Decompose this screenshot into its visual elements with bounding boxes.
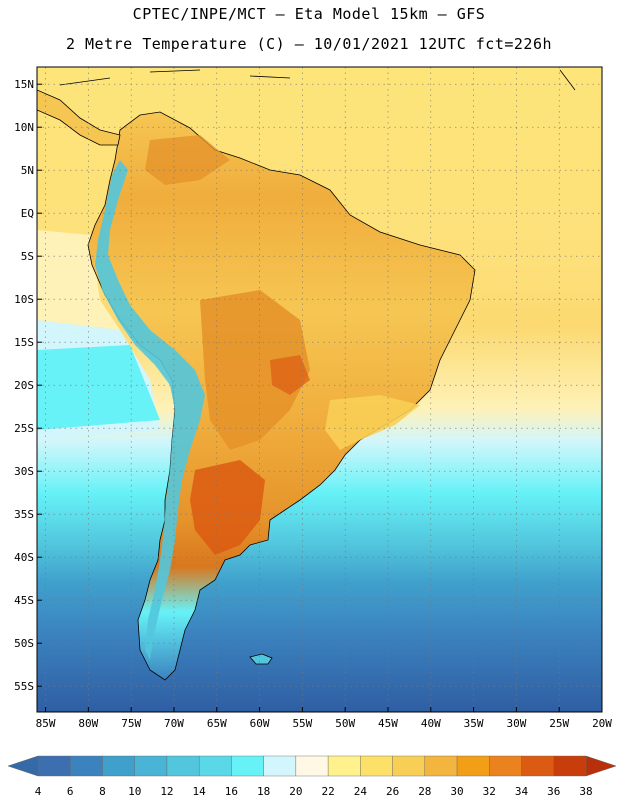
title-line-2: 2 Metre Temperature (C) – 10/01/2021 12U… — [65, 35, 553, 53]
lon-label: 25W — [549, 717, 569, 730]
map-frame — [36, 66, 603, 713]
graticule — [37, 67, 602, 712]
lon-label: 20W — [592, 717, 612, 730]
lat-label: 50S — [14, 637, 34, 650]
lat-label: 5S — [21, 250, 34, 263]
colorbar-swatch — [489, 755, 522, 777]
colorbar-level-label: 14 — [193, 785, 207, 798]
lon-label: 35W — [464, 717, 484, 730]
central-argentina-hot-region — [190, 460, 265, 555]
colorbar-level-label: 30 — [450, 785, 463, 798]
colorbar: 4 6 8 10 12 14 16 18 20 22 24 26 28 30 32 34 36 38 — [7, 755, 617, 798]
falkland-islands — [249, 653, 273, 665]
colorbar-swatch — [198, 755, 232, 777]
colorbar-swatch — [456, 755, 490, 777]
lon-label: 30W — [506, 717, 526, 730]
lat-label: 10S — [14, 293, 34, 306]
colorbar-level-label: 12 — [160, 785, 173, 798]
title-line-1: CPTEC/INPE/MCT – Eta Model 15km – GFS — [132, 5, 486, 23]
lon-label: 50W — [335, 717, 355, 730]
lon-label: 40W — [421, 717, 441, 730]
lat-label: 30S — [14, 465, 34, 478]
colorbar-swatch — [521, 755, 554, 777]
colorbar-swatch — [37, 755, 71, 777]
colorbar-swatch — [263, 755, 297, 777]
lon-label: 55W — [292, 717, 312, 730]
lat-label: 15S — [14, 336, 34, 349]
colorbar-level-label: 38 — [579, 785, 592, 798]
andes-cool-strip — [95, 160, 205, 660]
colorbar-low-arrow — [7, 755, 39, 777]
colorbar-swatch — [70, 755, 103, 777]
interior-hot-region — [200, 290, 310, 450]
caribbean-islands — [59, 69, 576, 91]
colorbar-swatch — [327, 755, 361, 777]
lon-label: 45W — [378, 717, 398, 730]
colorbar-swatch — [231, 755, 264, 777]
lat-label: 45S — [14, 594, 34, 607]
pacific-cool-tongue — [37, 230, 120, 330]
lon-label: 80W — [78, 717, 98, 730]
lat-label: 5N — [21, 164, 34, 177]
lat-label: 35S — [14, 508, 34, 521]
lon-label: 85W — [36, 717, 56, 730]
colorbar-swatch — [392, 755, 426, 777]
colorbar-level-label: 24 — [354, 785, 368, 798]
colorbar-level-label: 4 — [35, 785, 42, 798]
colorbar-level-label: 34 — [515, 785, 529, 798]
colorbar-high-arrow — [585, 755, 617, 777]
colorbar-level-label: 28 — [418, 785, 431, 798]
colorbar-level-label: 36 — [547, 785, 560, 798]
pacific-cool-tongue-3 — [37, 345, 160, 430]
colorbar-level-label: 8 — [99, 785, 106, 798]
lat-label: 40S — [14, 551, 34, 564]
colorbar-swatch — [134, 755, 168, 777]
colorbar-level-label: 26 — [386, 785, 399, 798]
colorbar-level-label: 10 — [128, 785, 141, 798]
colorbar-level-label: 22 — [321, 785, 334, 798]
lat-label: 55S — [14, 680, 34, 693]
colorbar-swatch — [360, 755, 393, 777]
longitude-labels: 85W 80W 75W 70W 65W 60W 55W 50W 45W 40W 35W 30W 25W 2… — [36, 707, 612, 730]
colorbar-swatch — [553, 755, 587, 777]
venezuela-hot — [145, 135, 230, 185]
lat-label: 20S — [14, 379, 34, 392]
colorbar-level-label: 18 — [257, 785, 270, 798]
lon-label: 60W — [250, 717, 270, 730]
lon-label: 70W — [164, 717, 184, 730]
central-america-land — [37, 89, 121, 146]
southeast-brazil-mild — [325, 395, 420, 450]
colorbar-swatch — [102, 755, 135, 777]
lat-label: 25S — [14, 422, 34, 435]
lat-label: EQ — [21, 207, 34, 220]
colorbar-level-label: 20 — [289, 785, 302, 798]
colorbar-level-label: 6 — [67, 785, 74, 798]
colorbar-swatch — [295, 755, 329, 777]
latitude-labels: 15N 10N 5N EQ 5S 10S 15S 20S 25S 30S 35S 40S 45S 50S 5… — [14, 78, 42, 693]
colorbar-level-label: 32 — [483, 785, 496, 798]
colorbar-swatch — [424, 755, 458, 777]
colorbar-swatch — [166, 755, 200, 777]
colorbar-level-label: 16 — [225, 785, 238, 798]
lat-label: 15N — [14, 78, 34, 91]
lon-label: 65W — [207, 717, 227, 730]
lat-label: 10N — [14, 121, 34, 134]
lon-label: 75W — [121, 717, 141, 730]
